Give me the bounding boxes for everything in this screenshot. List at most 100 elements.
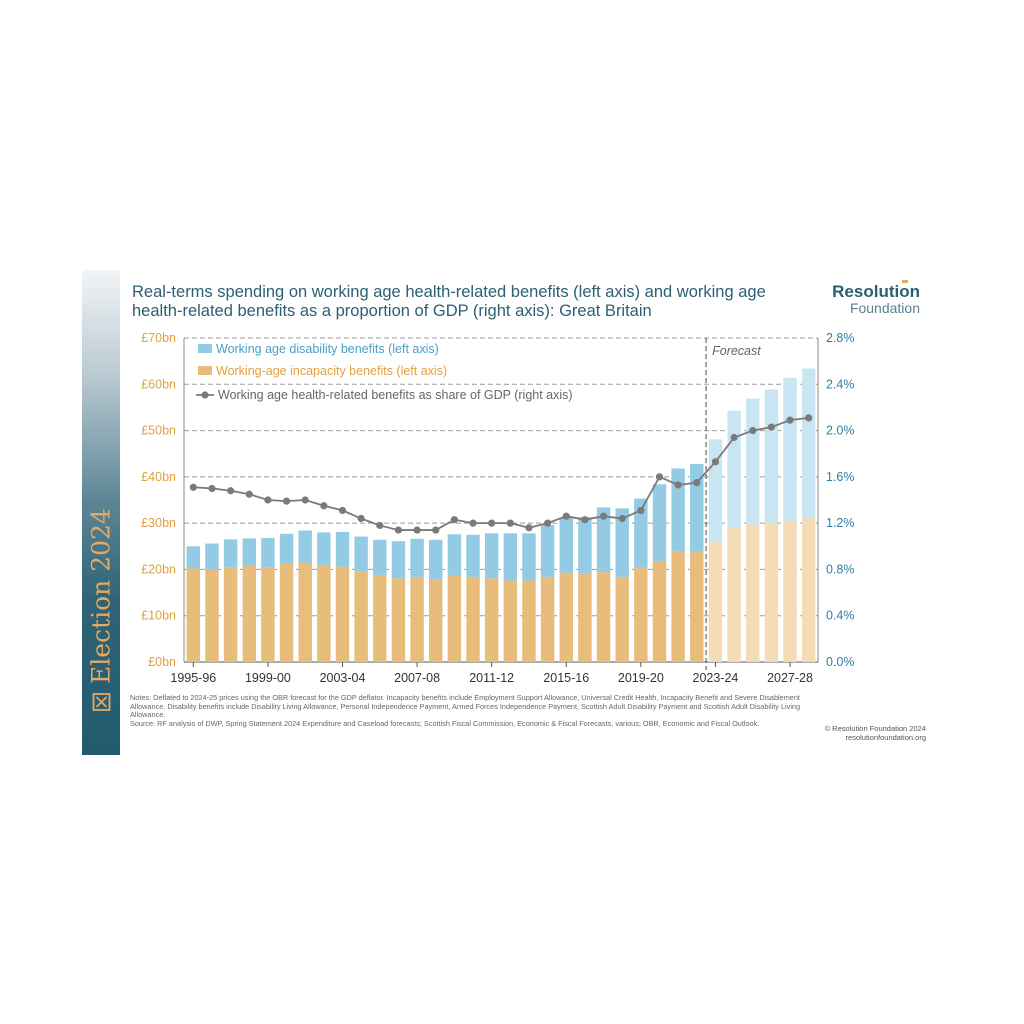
disability-bar: [373, 539, 387, 575]
gdp-share-point: [674, 481, 682, 489]
resolution-foundation-logo: Resolution Foundation: [832, 280, 920, 316]
disability-bar: [522, 533, 536, 581]
incapacity-bar: [298, 562, 312, 662]
chart-title: Real-terms spending on working age healt…: [132, 283, 766, 320]
disability-bar: [391, 541, 406, 579]
x-axis-tick-label: 2027-28: [767, 671, 813, 685]
disability-bar: [466, 534, 480, 577]
gdp-share-point: [227, 487, 235, 495]
gdp-share-point: [432, 526, 440, 534]
incapacity-bar: [615, 576, 629, 662]
gdp-share-point: [749, 426, 757, 435]
incapacity-bar: [559, 572, 573, 662]
incapacity-bar: [652, 561, 667, 662]
gdp-share-point: [786, 416, 794, 424]
incapacity-bar: [317, 564, 331, 662]
left-axis-tick-label: £30bn: [141, 516, 176, 530]
incapacity-bar: [335, 566, 350, 662]
gdp-share-point: [618, 514, 626, 523]
incapacity-bar: [578, 573, 592, 662]
gdp-share-point: [711, 458, 720, 466]
gdp-share-point: [544, 519, 552, 527]
gdp-share-point: [413, 526, 421, 534]
disability-bar: [261, 537, 275, 568]
right-axis-tick-label: 2.8%: [826, 331, 855, 345]
gdp-share-point: [301, 496, 309, 504]
incapacity-bar: [522, 580, 536, 662]
gdp-share-point: [693, 479, 701, 487]
chart-notes: Notes: Deflated to 2024-25 prices using …: [130, 693, 820, 728]
incapacity-bar: [764, 522, 779, 662]
ballot-box-icon: [92, 693, 110, 711]
legend-label-gdp: Working age health-related benefits as s…: [218, 388, 573, 402]
left-axis-tick-label: £70bn: [141, 331, 176, 345]
disability-bar: [410, 538, 424, 577]
website-text: resolutionfoundation.org: [845, 733, 926, 742]
x-axis-tick-label: 2015-16: [543, 671, 589, 685]
incapacity-bar: [596, 572, 611, 662]
disability-bar: [746, 398, 760, 525]
left-axis-tick-label: £40bn: [141, 470, 176, 484]
disability-bar: [596, 507, 611, 573]
disability-bar: [764, 389, 779, 523]
incapacity-bar: [634, 567, 648, 662]
left-axis-tick-label: £0bn: [148, 655, 176, 669]
gdp-share-point: [562, 512, 570, 520]
incapacity-bar: [746, 524, 760, 662]
disability-bar: [634, 498, 648, 568]
incapacity-bar: [447, 575, 462, 662]
disability-bar: [559, 517, 573, 573]
disability-bar: [223, 539, 238, 568]
incapacity-bar: [783, 520, 797, 662]
notes-text: Notes: Deflated to 2024-25 prices using …: [130, 693, 801, 720]
gdp-share-point: [189, 483, 197, 491]
left-axis-tick-label: £20bn: [141, 562, 176, 576]
right-axis-tick-label: 2.4%: [826, 377, 855, 391]
right-axis-tick-label: 0.0%: [826, 655, 855, 669]
disability-bar: [671, 468, 685, 552]
incapacity-bar: [540, 576, 555, 662]
left-axis-tick-label: £50bn: [141, 424, 176, 438]
incapacity-bar: [223, 567, 238, 662]
disability-bar: [540, 524, 555, 577]
x-axis-tick-label: 2007-08: [394, 671, 440, 685]
disability-bar: [727, 410, 741, 528]
election-sidebar: Election 2024: [82, 270, 120, 755]
gdp-share-point: [525, 524, 533, 532]
incapacity-bar: [186, 568, 201, 662]
legend-swatch-incapacity: [198, 366, 212, 375]
disability-bar: [242, 538, 256, 566]
gdp-share-point: [469, 519, 477, 527]
disability-bar: [335, 531, 350, 567]
incapacity-bar: [261, 567, 275, 662]
disability-bar: [279, 533, 294, 564]
disability-bar: [429, 539, 443, 580]
disability-bar: [783, 377, 797, 521]
gdp-share-point: [450, 516, 458, 524]
gdp-share-point: [599, 512, 608, 520]
incapacity-bar: [242, 565, 256, 662]
x-axis-tick-label: 2019-20: [618, 671, 664, 685]
chart-svg: £0bn £10bn £20bn £30bn £40bn £50bn £60bn £70bn 0…: [141, 331, 855, 685]
logo-sub: Foundation: [849, 300, 920, 316]
disability-bar: [615, 508, 629, 577]
gdp-share-point: [282, 497, 291, 505]
gdp-share-point: [264, 496, 272, 504]
gdp-share-point: [208, 484, 216, 493]
right-axis-tick-label: 1.6%: [826, 470, 855, 484]
right-axis-tick-label: 0.4%: [826, 609, 855, 623]
incapacity-bar: [373, 574, 387, 662]
chart-card: Election 2024 Real-terms spending on wor…: [82, 270, 942, 755]
copyright-text: © Resolution Foundation 2024: [824, 724, 926, 733]
incapacity-bar: [205, 569, 219, 662]
disability-bar: [578, 517, 592, 574]
incapacity-bar: [429, 579, 443, 662]
gdp-share-point: [488, 519, 496, 527]
gdp-share-point: [506, 519, 514, 527]
incapacity-bar: [484, 578, 499, 662]
gdp-share-point: [730, 433, 738, 442]
gdp-share-point: [394, 526, 403, 534]
legend-label-disability: Working age disability benefits (left ax…: [216, 342, 439, 356]
x-axis-tick-label: 2023-24: [693, 671, 739, 685]
gdp-share-line: [193, 416, 809, 531]
